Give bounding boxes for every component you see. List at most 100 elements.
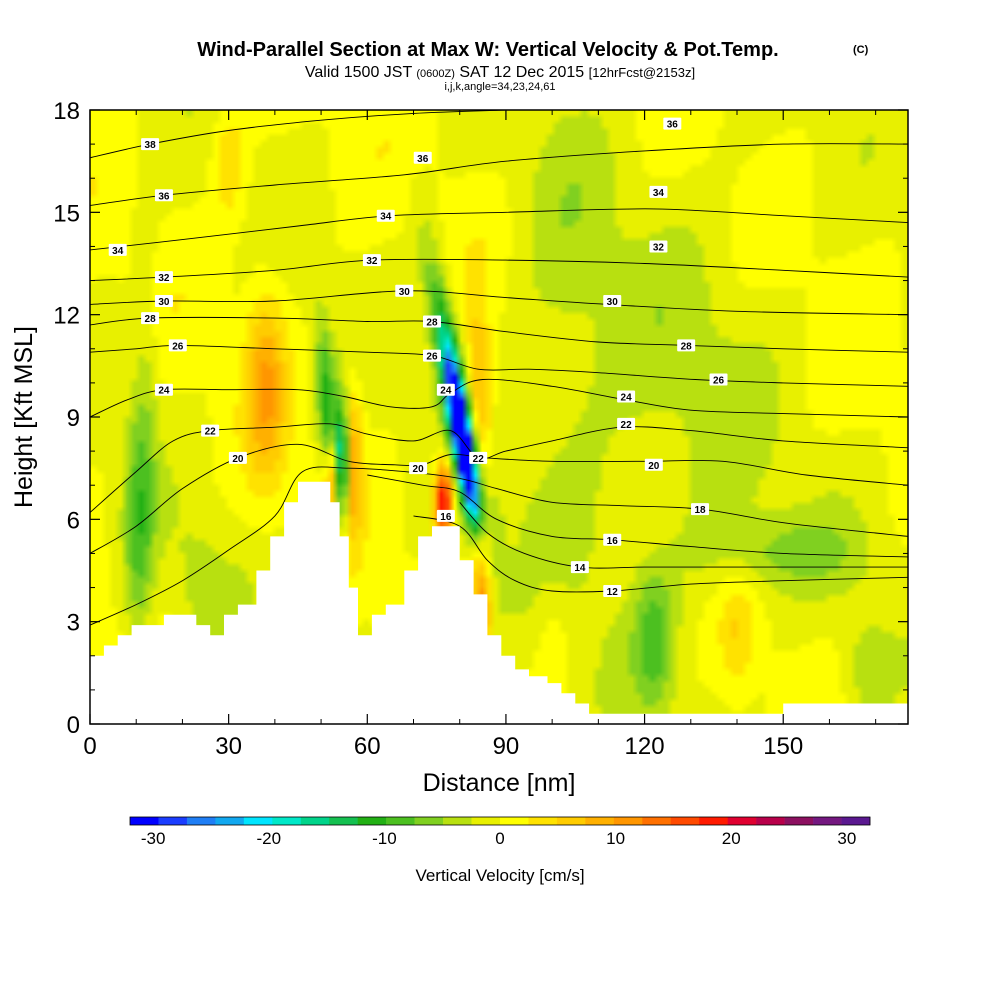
y-tick-label: 12	[53, 303, 80, 330]
svg-text:32: 32	[366, 256, 378, 267]
svg-text:38: 38	[145, 140, 157, 151]
y-axis-label: Height [Kft MSL]	[10, 326, 38, 508]
colorbar-swatch	[841, 817, 871, 825]
colorbar-swatch	[784, 817, 814, 825]
colorbar-swatch	[585, 817, 615, 825]
svg-text:28: 28	[145, 314, 157, 325]
svg-text:30: 30	[158, 297, 170, 308]
x-axis-ticks: 0 30 60 90 120 150	[83, 110, 877, 760]
contour-label-22: 22	[201, 424, 220, 438]
contour-label-14: 14	[570, 561, 589, 574]
theta-contour-12	[413, 515, 908, 593]
y-tick-label: 0	[67, 712, 80, 739]
colorbar-swatch	[329, 817, 358, 825]
contour-label-extra-0: 36	[413, 151, 432, 165]
theta-contour-22	[90, 423, 908, 513]
contour-label-24: 24	[154, 383, 173, 397]
svg-text:16: 16	[440, 512, 452, 523]
title-valid: Valid 1500 JST (0600Z) SAT 12 Dec 2015 […	[305, 64, 695, 81]
contour-label-36: 36	[154, 189, 173, 202]
theta-contour-16	[367, 474, 908, 558]
colorbar-swatch	[443, 817, 472, 825]
contour-label-extra-6: 30	[395, 284, 414, 298]
svg-text:30: 30	[607, 297, 619, 308]
colorbar-swatch	[300, 817, 330, 825]
svg-text:20: 20	[232, 454, 244, 465]
contour-label-extra-16: 22	[617, 417, 636, 431]
svg-text:26: 26	[172, 341, 184, 352]
plot-area: 1214161820222426283032343638363634343232…	[90, 110, 908, 724]
svg-text:22: 22	[473, 454, 485, 465]
vertical-velocity-field	[90, 110, 908, 724]
title-mark: (C)	[853, 44, 869, 56]
colorbar-tick-label: -30	[141, 829, 166, 848]
colorbar-swatch	[414, 817, 444, 825]
contour-label-20: 20	[228, 451, 247, 465]
svg-text:32: 32	[158, 273, 170, 284]
colorbar-swatch	[243, 817, 273, 825]
contour-label-extra-12: 16	[436, 509, 455, 523]
colorbar-swatch	[699, 817, 728, 825]
colorbar-swatch	[500, 817, 529, 825]
contour-label-extra-4: 32	[649, 240, 668, 253]
theta-contour-20	[90, 443, 908, 554]
svg-text:20: 20	[648, 461, 660, 472]
colorbar	[129, 816, 871, 826]
colorbar-label: Vertical Velocity [cm/s]	[415, 866, 584, 885]
contour-label-16: 16	[603, 533, 622, 547]
contour-label-extra-8: 26	[422, 349, 441, 363]
colorbar-tick-label: -10	[372, 829, 397, 848]
contour-label-extra-17: 20	[644, 458, 663, 472]
contour-label-extra-1: 36	[663, 117, 682, 131]
y-tick-label: 18	[53, 98, 80, 125]
colorbar-tick-label: -20	[256, 829, 281, 848]
svg-text:34: 34	[380, 212, 392, 223]
colorbar-frame	[129, 816, 871, 826]
colorbar-swatch	[272, 817, 302, 825]
title-valid-c: SAT 12 Dec 2015	[459, 64, 584, 81]
x-axis-label: Distance [nm]	[423, 769, 576, 797]
svg-text:14: 14	[574, 563, 586, 574]
colorbar-swatch	[471, 817, 501, 825]
colorbar-swatch	[130, 817, 159, 825]
contour-label-extra-2: 34	[376, 209, 395, 223]
contour-label-32: 32	[154, 271, 173, 284]
theta-contour-30	[90, 290, 908, 316]
svg-text:16: 16	[607, 536, 619, 547]
svg-text:26: 26	[713, 375, 725, 386]
theta-contour-14	[459, 501, 908, 569]
svg-text:18: 18	[694, 505, 706, 516]
svg-text:24: 24	[621, 393, 633, 404]
colorbar-swatch	[158, 817, 188, 825]
svg-text:26: 26	[426, 352, 438, 363]
x-tick-label: 60	[354, 733, 381, 760]
title-valid-a: Valid 1500 JST	[305, 64, 413, 81]
contour-label-extra-11: 20	[409, 462, 428, 475]
svg-text:30: 30	[399, 287, 411, 298]
colorbar-tick-label: 10	[606, 829, 625, 848]
x-tick-label: 150	[763, 733, 803, 760]
svg-text:36: 36	[667, 120, 679, 131]
contour-label-extra-15: 24	[617, 390, 636, 404]
y-tick-label: 6	[67, 507, 80, 534]
colorbar-swatch	[528, 817, 558, 825]
title-main: Wind-Parallel Section at Max W: Vertical…	[197, 39, 778, 61]
x-tick-label: 0	[83, 733, 96, 760]
terrain-mask	[90, 481, 908, 724]
colorbar-swatch	[386, 817, 415, 825]
contour-label-extra-13: 28	[677, 339, 696, 352]
title-valid-b: (0600Z)	[416, 68, 455, 80]
svg-text:34: 34	[653, 188, 665, 199]
x-tick-label: 120	[625, 733, 665, 760]
colorbar-ticks: -30 -20 -10 0 10 20 30	[141, 829, 857, 848]
svg-text:32: 32	[653, 242, 665, 253]
title-valid-d: [12hrFcst@2153z]	[589, 65, 695, 80]
contour-label-34: 34	[108, 243, 127, 257]
colorbar-tick-label: 20	[722, 829, 741, 848]
colorbar-tick-label: 30	[837, 829, 856, 848]
theta-contour-18	[90, 466, 908, 626]
theta-contour-28	[90, 316, 908, 353]
colorbar-swatch	[670, 817, 700, 825]
